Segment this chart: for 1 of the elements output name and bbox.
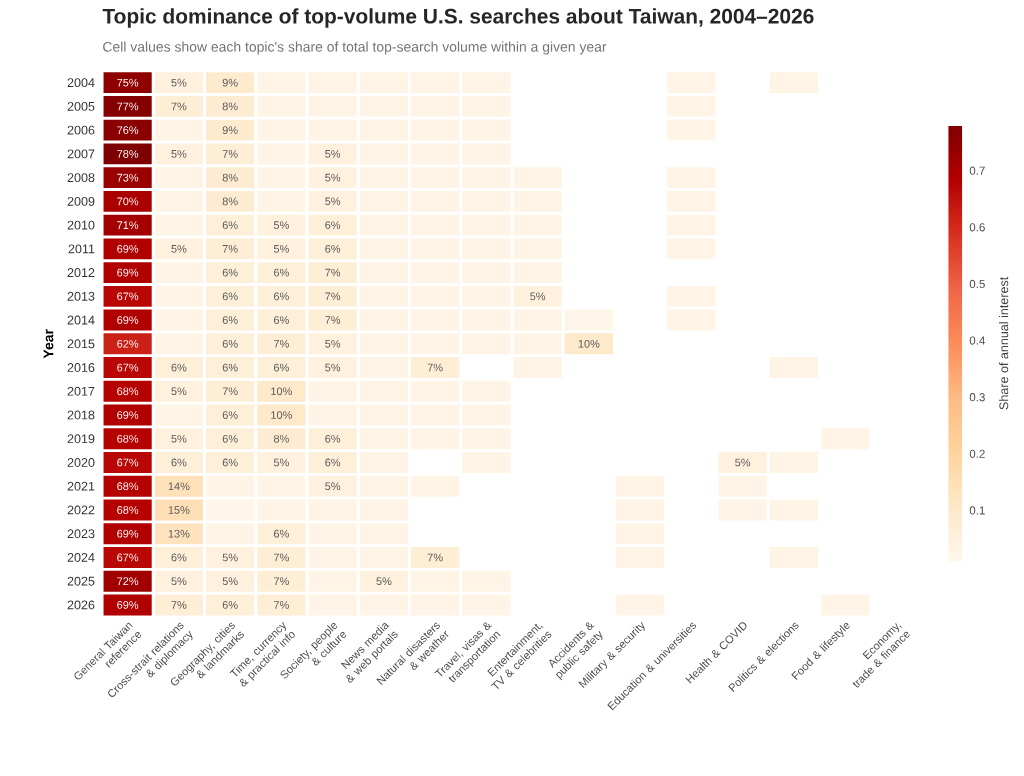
chart-title: Topic dominance of top-volume U.S. searches about Taiwan, 2004–2026	[102, 8, 814, 28]
